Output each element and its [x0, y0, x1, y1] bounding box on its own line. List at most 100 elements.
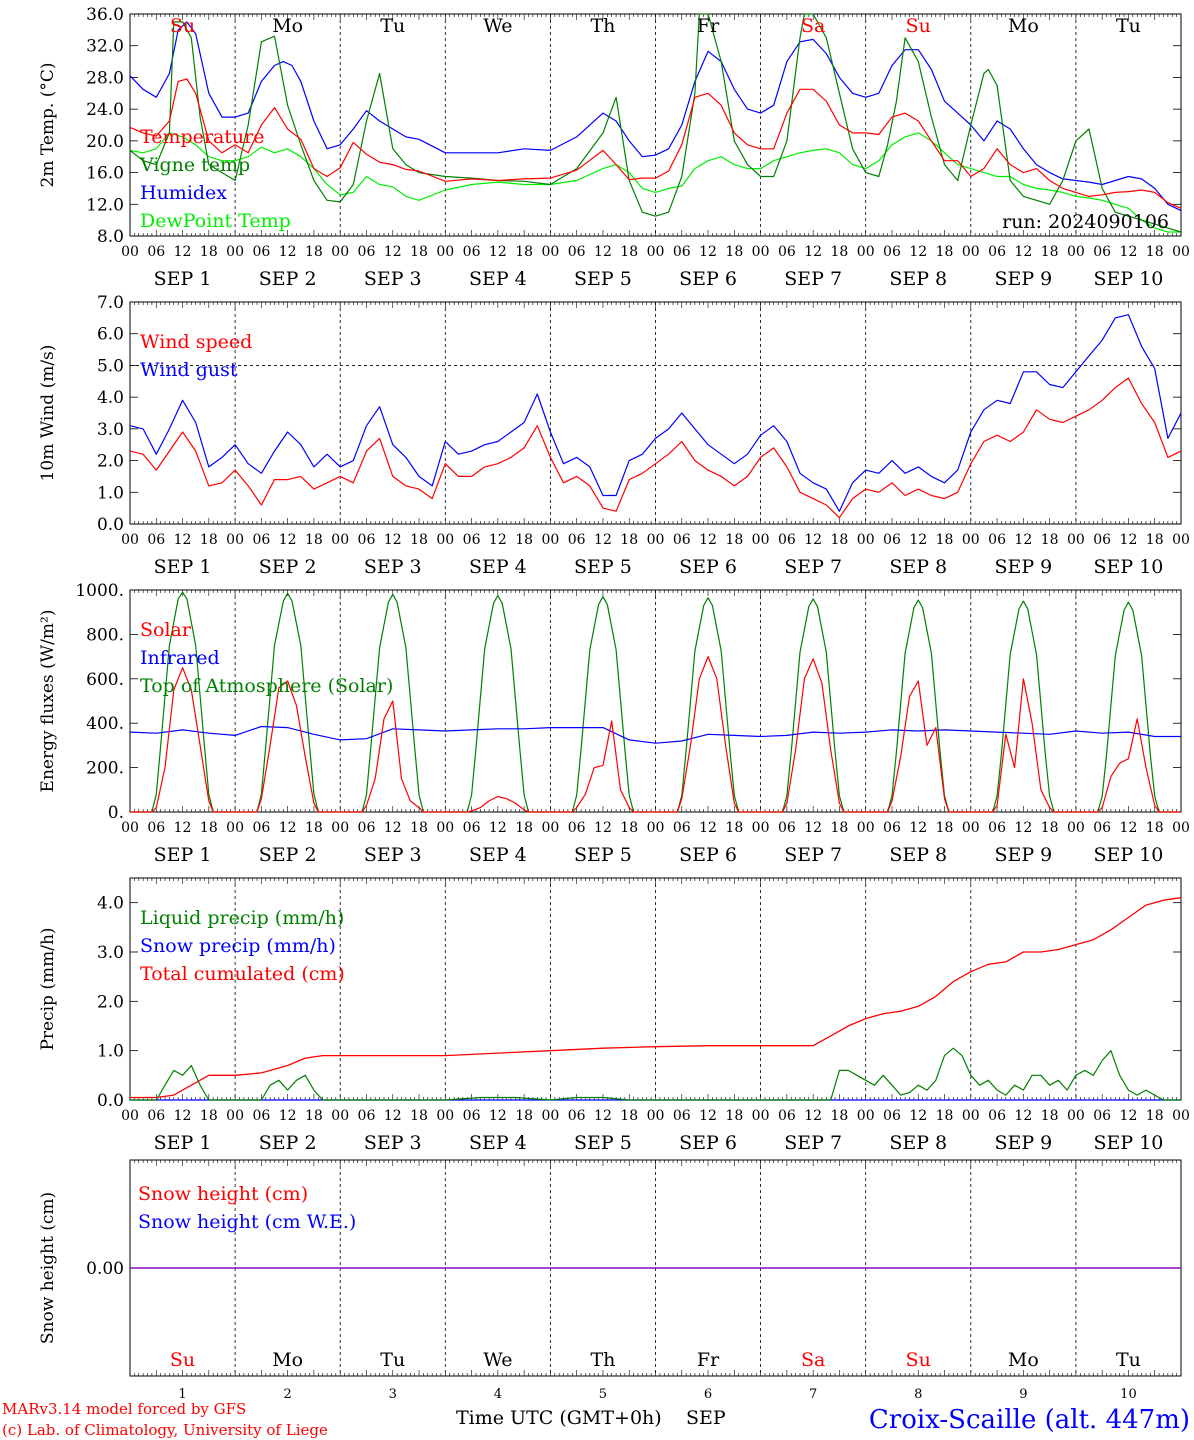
day-of-week-label: Th — [590, 15, 615, 37]
temperature-hour-tick-label: 06 — [988, 244, 1006, 260]
energy-hour-tick-label: 06 — [463, 820, 481, 836]
precip-hour-tick-label: 06 — [988, 1108, 1006, 1124]
energy-hour-tick-label: 06 — [252, 820, 270, 836]
energy-hour-tick-label: 06 — [883, 820, 901, 836]
energy-y-tick-label: 400. — [86, 714, 124, 734]
bottom-day-number: 3 — [389, 1387, 397, 1402]
temperature-hour-tick-label: 12 — [174, 244, 192, 260]
wind-hour-tick-label: 18 — [1041, 532, 1059, 548]
energy-hour-tick-label: 12 — [489, 820, 507, 836]
temperature-hour-tick-label: 00 — [1067, 244, 1085, 260]
precip-hour-tick-label: 06 — [568, 1108, 586, 1124]
energy-date-label: SEP 2 — [259, 844, 317, 866]
energy-hour-tick-label: 06 — [358, 820, 376, 836]
precip-date-label: SEP 10 — [1094, 1132, 1164, 1154]
temperature-date-label: SEP 1 — [154, 268, 212, 290]
temperature-hour-tick-label: 18 — [620, 244, 638, 260]
wind-legend-entry: Wind gust — [140, 359, 238, 381]
energy-y-tick-label: 200. — [86, 759, 124, 779]
wind-date-label: SEP 6 — [679, 556, 737, 578]
wind-y-tick-label: 2.0 — [97, 452, 124, 472]
energy-hour-tick-label: 06 — [778, 820, 796, 836]
precip-hour-tick-label: 12 — [174, 1108, 192, 1124]
wind-hour-tick-label: 18 — [620, 532, 638, 548]
temperature-hour-tick-label: 06 — [778, 244, 796, 260]
precip-hour-tick-label: 00 — [226, 1108, 244, 1124]
day-of-week-label: We — [483, 15, 512, 37]
temperature-date-label: SEP 6 — [679, 268, 737, 290]
precip-date-label: SEP 4 — [469, 1132, 527, 1154]
energy-hour-tick-label: 12 — [804, 820, 822, 836]
x-axis-label: Time UTC (GMT+0h) — [456, 1407, 662, 1429]
wind-series-wind-speed — [129, 377, 1182, 519]
precip-legend-entry: Liquid precip (mm/h) — [140, 907, 344, 929]
energy-hour-tick-label: 00 — [121, 820, 139, 836]
temperature-hour-tick-label: 06 — [147, 244, 165, 260]
wind-date-label: SEP 7 — [784, 556, 842, 578]
temperature-hour-tick-label: 00 — [857, 244, 875, 260]
wind-date-label: SEP 8 — [889, 556, 947, 578]
energy-hour-tick-label: 00 — [647, 820, 665, 836]
temperature-y-tick-label: 8.0 — [97, 227, 124, 247]
precip-y-tick-label: 2.0 — [97, 992, 124, 1012]
energy-hour-tick-label: 18 — [200, 820, 218, 836]
precip-y-axis-label: Precip (mm/h) — [38, 927, 58, 1050]
day-of-week-label: Fr — [697, 15, 720, 37]
precip-date-label: SEP 5 — [574, 1132, 632, 1154]
energy-hour-tick-label: 06 — [568, 820, 586, 836]
wind-date-label: SEP 2 — [259, 556, 317, 578]
snow-legend-entry: Snow height (cm W.E.) — [138, 1211, 356, 1233]
precip-hour-tick-label: 18 — [831, 1108, 849, 1124]
energy-hour-tick-label: 12 — [279, 820, 297, 836]
temperature-hour-tick-label: 06 — [568, 244, 586, 260]
wind-hour-tick-label: 18 — [200, 532, 218, 548]
day-of-week-label: Tu — [1116, 15, 1141, 37]
wind-hour-tick-label: 12 — [489, 532, 507, 548]
bottom-day-number: 6 — [704, 1387, 712, 1402]
energy-hour-tick-label: 00 — [226, 820, 244, 836]
energy-legend-entry: Solar — [140, 619, 192, 641]
precip-hour-tick-label: 00 — [121, 1108, 139, 1124]
energy-hour-tick-label: 00 — [857, 820, 875, 836]
wind-legend-entry: Wind speed — [140, 331, 252, 353]
snow-y-tick-label: 0.00 — [86, 1259, 124, 1279]
precip-series-liquid-precip-mm-h — [130, 1047, 1181, 1101]
precip-hour-tick-label: 12 — [804, 1108, 822, 1124]
precip-hour-tick-label: 00 — [752, 1108, 770, 1124]
wind-y-tick-label: 3.0 — [97, 420, 124, 440]
energy-series-infrared — [129, 725, 1181, 744]
wind-date-label: SEP 5 — [574, 556, 632, 578]
energy-y-tick-label: 1000. — [75, 581, 124, 601]
temperature-y-tick-label: 28.0 — [86, 68, 124, 88]
precip-hour-tick-label: 18 — [620, 1108, 638, 1124]
bottom-day-number: 2 — [284, 1387, 292, 1402]
bottom-day-of-week-label: Fr — [697, 1349, 720, 1371]
energy-hour-tick-label: 12 — [1014, 820, 1032, 836]
wind-hour-tick-label: 18 — [831, 532, 849, 548]
energy-date-label: SEP 8 — [889, 844, 947, 866]
energy-hour-tick-label: 18 — [410, 820, 428, 836]
wind-date-label: SEP 1 — [154, 556, 212, 578]
bottom-day-number: 10 — [1120, 1387, 1137, 1402]
wind-hour-tick-label: 06 — [463, 532, 481, 548]
wind-hour-tick-label: 06 — [147, 532, 165, 548]
temperature-date-label: SEP 5 — [574, 268, 632, 290]
temperature-hour-tick-label: 00 — [752, 244, 770, 260]
energy-date-label: SEP 3 — [364, 844, 422, 866]
precip-hour-tick-label: 06 — [778, 1108, 796, 1124]
energy-y-axis-label: Energy fluxes (W/m²) — [38, 610, 58, 793]
bottom-day-of-week-label: Su — [170, 1349, 195, 1371]
precip-y-tick-label: 3.0 — [97, 943, 124, 963]
wind-hour-tick-label: 00 — [121, 532, 139, 548]
precip-hour-tick-label: 12 — [279, 1108, 297, 1124]
temperature-hour-tick-label: 06 — [358, 244, 376, 260]
wind-hour-tick-label: 06 — [252, 532, 270, 548]
temperature-hour-tick-label: 12 — [489, 244, 507, 260]
precip-y-tick-label: 0.0 — [97, 1091, 124, 1111]
precip-hour-tick-label: 18 — [200, 1108, 218, 1124]
wind-hour-tick-label: 18 — [410, 532, 428, 548]
energy-series-solar — [130, 655, 1181, 813]
wind-hour-tick-label: 00 — [436, 532, 454, 548]
precip-hour-tick-label: 00 — [331, 1108, 349, 1124]
energy-date-label: SEP 1 — [154, 844, 212, 866]
